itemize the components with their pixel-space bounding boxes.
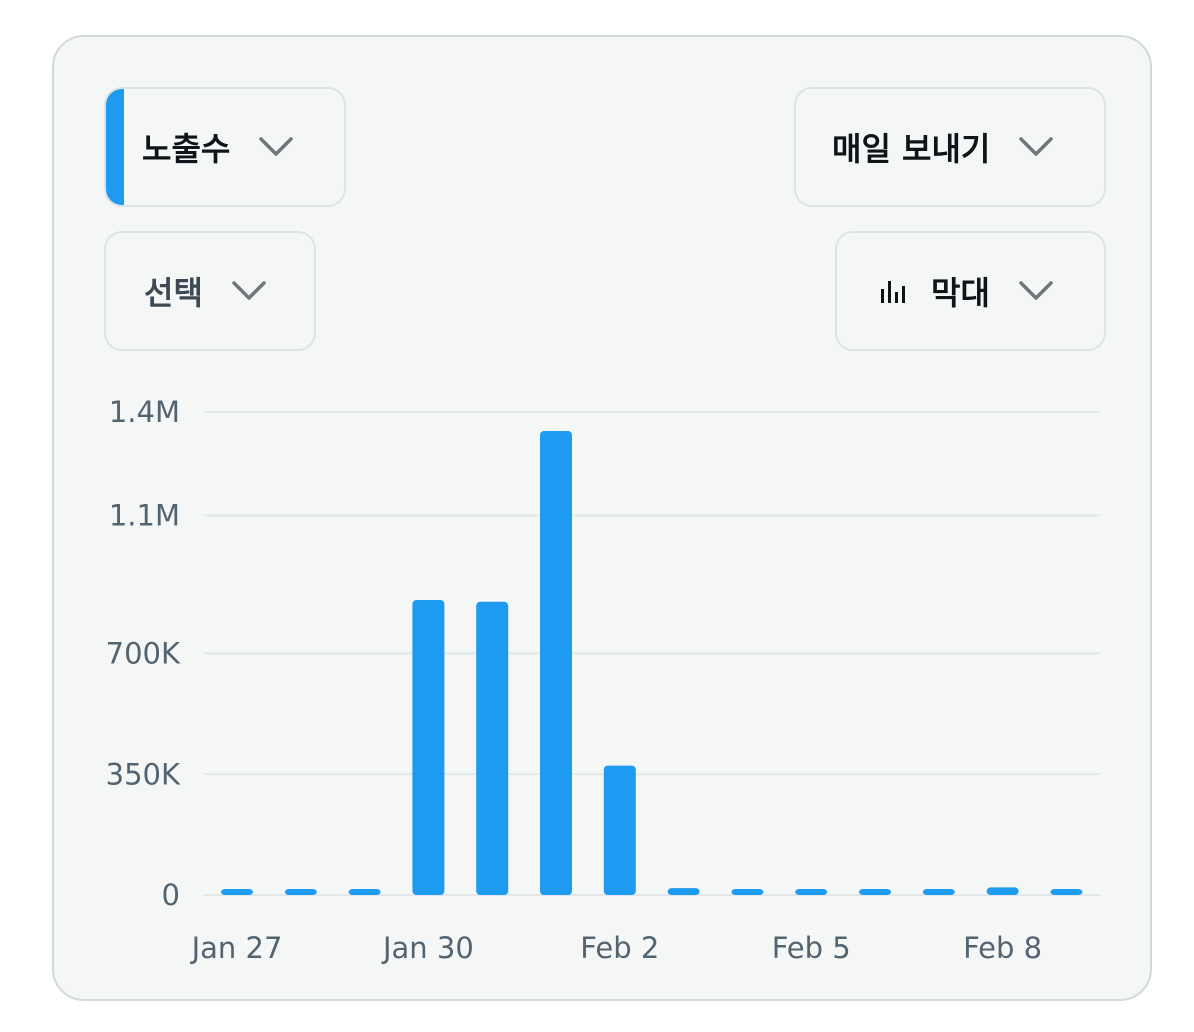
daily-export-label: 매일 보내기 bbox=[832, 130, 991, 168]
x-tick-label: Feb 8 bbox=[963, 931, 1042, 965]
bar-jan-29[interactable] bbox=[348, 889, 381, 895]
daily-export-dropdown[interactable]: 매일 보내기 bbox=[794, 87, 1106, 207]
y-tick-label: 1.1M bbox=[109, 499, 180, 533]
impressions-bar-chart: 0 350K 700K 1.1M 1.4M Jan 27 Jan 30 Feb 2 Feb 5 F… bbox=[106, 395, 1100, 965]
bar-feb-3[interactable] bbox=[667, 888, 700, 895]
bar-jan-28[interactable] bbox=[284, 889, 317, 895]
analytics-card: 노출수 매일 보내기 선택 막대 0 350K 700K 1.1M 1.4 bbox=[52, 35, 1152, 1001]
chart-type-dropdown[interactable]: 막대 bbox=[835, 231, 1106, 351]
bar-feb-5[interactable] bbox=[795, 889, 828, 895]
y-tick-label: 700K bbox=[106, 637, 181, 671]
select-dropdown[interactable]: 선택 bbox=[104, 231, 316, 351]
bar-feb-9[interactable] bbox=[1050, 889, 1083, 895]
bar-jan-31[interactable] bbox=[476, 601, 509, 895]
chevron-down-icon bbox=[1018, 129, 1054, 165]
bar-chart-icon bbox=[879, 277, 907, 305]
y-tick-label: 350K bbox=[106, 757, 181, 791]
metric-dropdown-label: 노출수 bbox=[142, 130, 231, 168]
bar-jan-30[interactable] bbox=[412, 600, 445, 895]
y-tick-label: 0 bbox=[162, 878, 180, 912]
bar-feb-4[interactable] bbox=[731, 889, 764, 895]
metric-dropdown[interactable]: 노출수 bbox=[104, 87, 346, 207]
bar-jan-27[interactable] bbox=[221, 889, 253, 895]
select-dropdown-label: 선택 bbox=[144, 274, 203, 312]
bar-feb-6[interactable] bbox=[859, 889, 891, 895]
chart-type-label: 막대 bbox=[931, 274, 990, 312]
chevron-down-icon bbox=[1018, 273, 1054, 309]
chevron-down-icon bbox=[231, 273, 267, 309]
x-tick-label: Feb 5 bbox=[772, 931, 851, 965]
y-tick-label: 1.4M bbox=[109, 395, 180, 429]
bar-feb-2[interactable] bbox=[603, 765, 636, 895]
x-tick-label: Jan 30 bbox=[381, 931, 474, 965]
bar-feb-1[interactable] bbox=[540, 430, 572, 895]
x-tick-label: Feb 2 bbox=[580, 931, 659, 965]
x-tick-label: Jan 27 bbox=[190, 931, 283, 965]
bar-feb-7[interactable] bbox=[922, 889, 955, 895]
chevron-down-icon bbox=[258, 129, 294, 165]
bar-feb-8[interactable] bbox=[986, 887, 1019, 895]
metric-accent-bar bbox=[106, 89, 124, 205]
